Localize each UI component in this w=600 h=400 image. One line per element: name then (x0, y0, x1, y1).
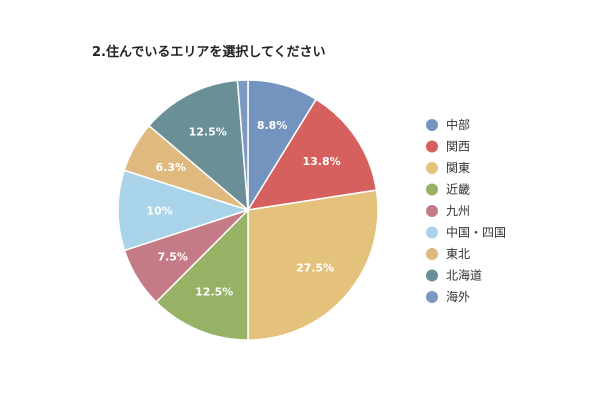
legend-label-5: 九州 (446, 204, 470, 218)
legend-marker-3 (426, 162, 438, 174)
slice-label-1: 8.8% (257, 119, 288, 132)
pie-slices (117, 79, 379, 341)
legend-marker-6 (426, 226, 438, 239)
pie-slice-6 (117, 169, 251, 252)
slice-labels: 8.8% 13.8% 27.5% 12.5% 7.5% 10% 6.3% 12.5% (146, 119, 340, 299)
slice-label-8: 12.5% (189, 125, 227, 138)
legend-label-6: 中国・四国 (446, 225, 506, 240)
legend-marker-9 (426, 291, 438, 303)
legend-label-9: 海外 (446, 289, 470, 304)
legend-label-1: 中部 (446, 117, 470, 132)
legend-label-7: 東北 (446, 247, 470, 261)
pie-slice-3 (247, 189, 379, 341)
legend-marker-8 (426, 269, 438, 282)
legend-marker-1 (426, 119, 438, 131)
pie-slice-8 (147, 79, 249, 212)
legend-marker-4 (426, 183, 438, 196)
pie-slice-2 (246, 98, 378, 211)
slice-label-4: 12.5% (195, 286, 233, 299)
slice-label-6: 10% (146, 204, 172, 217)
legend-marker-2 (426, 140, 438, 153)
pie-slice-4 (155, 208, 249, 341)
legend-label-4: 近畿 (446, 183, 470, 197)
legend-label-3: 関東 (446, 161, 470, 175)
pie-slice-9 (236, 79, 249, 211)
legend-label-2: 関西 (446, 140, 470, 154)
slice-label-7: 6.3% (156, 161, 187, 174)
legend-marker-5 (426, 205, 438, 217)
chart-title: 2.住んでいるエリアを選択してください (92, 45, 326, 60)
slice-label-5: 7.5% (157, 250, 188, 263)
legend-marker-7 (426, 248, 438, 260)
legend-label-8: 北海道 (446, 268, 482, 283)
slice-label-3: 27.5% (296, 262, 334, 275)
slice-label-2: 13.8% (303, 155, 341, 168)
